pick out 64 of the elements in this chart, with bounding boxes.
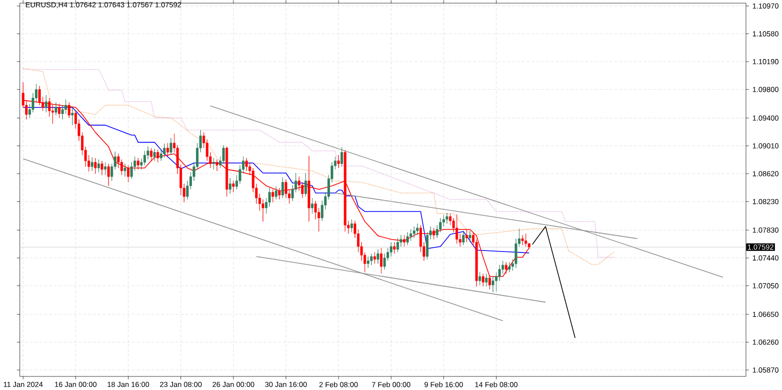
candlestick [344,150,346,232]
candlestick [104,162,106,176]
candlestick [245,158,248,171]
candlestick [272,189,274,202]
candlestick [524,233,528,246]
candlestick [456,214,458,244]
candlestick [216,159,218,171]
candlestick [482,273,484,286]
candlestick [504,262,508,274]
candlestick [153,148,156,161]
candlestick [412,226,416,238]
candlestick [163,143,166,158]
candlestick [508,262,511,272]
candlestick [373,252,376,264]
candlestick [58,103,60,118]
candlestick [71,106,74,126]
candlestick [521,234,524,246]
candlestick [308,155,310,222]
candlestick [403,234,406,246]
candlestick [97,159,100,172]
candlestick [166,142,169,157]
candlestick [380,248,382,274]
candlestick [90,156,94,171]
candlestick [311,198,314,214]
candlestick [432,228,436,240]
candlestick [304,172,307,197]
candlestick [107,163,110,186]
candlestick [228,178,232,194]
candlestick [274,186,278,200]
candlestick [124,163,126,177]
candlestick [340,146,344,167]
candlestick [465,228,468,242]
candlestick [281,176,284,198]
candlestick [492,276,494,292]
candlestick [462,230,465,246]
candlestick [232,180,235,192]
candlestick [396,238,399,252]
candlestick [370,253,373,266]
candlestick [393,242,396,254]
candlestick [156,149,160,162]
candlestick [136,158,140,170]
candlestick [44,94,48,112]
candlestick [366,256,370,268]
candlestick [170,138,172,156]
candlestick [446,212,448,224]
candlestick [150,148,152,161]
candlestick [226,146,228,197]
candlestick [416,223,419,236]
candlestick [94,158,97,174]
candlestick [350,218,353,232]
candlestick [127,164,130,182]
candlestick [212,158,215,170]
candlestick [222,144,225,164]
candlestick [143,150,146,166]
candlestick [406,232,409,246]
candlestick [278,188,281,200]
candlestick [100,160,104,176]
candlestick [468,230,472,242]
candlestick [337,154,340,168]
candlestick [376,248,380,264]
candlestick [485,273,488,286]
candlestick [478,272,482,286]
candlestick [410,228,412,241]
candlestick [54,102,58,116]
